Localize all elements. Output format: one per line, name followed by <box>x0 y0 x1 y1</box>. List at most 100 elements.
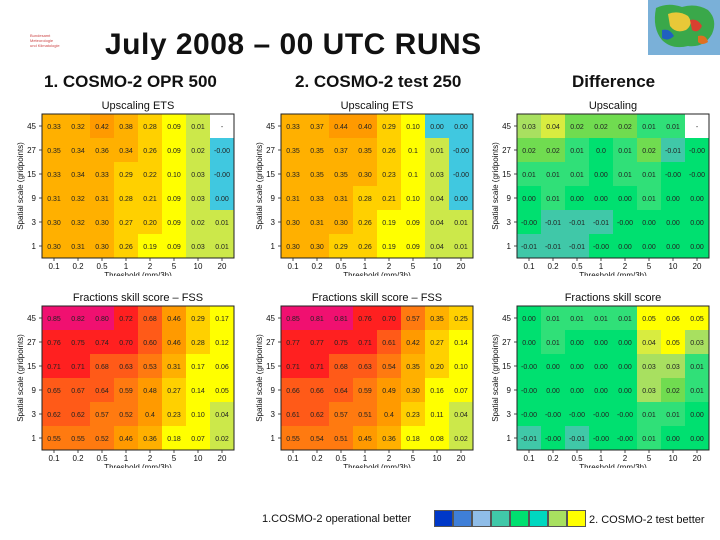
x-tick-label: 0.5 <box>335 454 347 463</box>
heatmap-cell <box>449 114 474 139</box>
x-tick-label: 2 <box>387 262 392 271</box>
cell-value: 0.10 <box>406 124 420 131</box>
heatmap-cell <box>138 114 163 139</box>
heatmap-cell <box>353 234 378 259</box>
x-tick-label: 20 <box>457 454 466 463</box>
cell-value: 0.03 <box>642 364 656 371</box>
heatmap-cell <box>637 306 662 331</box>
cell-value: 0.19 <box>143 244 157 251</box>
heatmap-cell <box>541 378 566 403</box>
cell-value: 0.18 <box>167 436 181 443</box>
cell-value: 0.01 <box>594 316 608 323</box>
x-tick-label: 5 <box>172 454 177 463</box>
cell-value: 0.04 <box>454 412 468 419</box>
cell-value: 0.27 <box>430 340 444 347</box>
legend-swatch <box>434 510 453 527</box>
cell-value: 0.03 <box>191 172 205 179</box>
legend-colorbar <box>434 510 586 527</box>
heatmap-cell <box>401 378 426 403</box>
heatmap-cell <box>685 138 710 163</box>
cell-value: 0.00 <box>594 172 608 179</box>
heatmap-cell <box>425 354 450 379</box>
heatmap-cell <box>401 114 426 139</box>
heatmap-cell <box>281 402 306 427</box>
cell-value: 0.02 <box>546 148 560 155</box>
chart-title: Upscaling ETS <box>102 100 175 112</box>
cell-value: 0.00 <box>522 196 536 203</box>
cell-value: 0.03 <box>690 340 704 347</box>
heatmap-cell <box>565 186 590 211</box>
heatmap-cell <box>281 186 306 211</box>
heatmap-cell <box>517 354 542 379</box>
y-tick-label: 45 <box>266 122 275 131</box>
cell-value: -0.01 <box>521 436 537 443</box>
y-tick-label: 27 <box>502 146 511 155</box>
cell-value: 0.30 <box>286 220 300 227</box>
cell-value: 0.01 <box>618 148 632 155</box>
cell-value: 0.06 <box>215 364 229 371</box>
x-axis-label: Threshold (mm/3h) <box>104 271 172 276</box>
heatmap-cell <box>589 210 614 235</box>
cell-value: - <box>696 124 699 131</box>
cell-value: 0.00 <box>215 196 229 203</box>
heatmap-cell <box>377 186 402 211</box>
cell-value: 0.09 <box>167 220 181 227</box>
heatmap-cell <box>565 354 590 379</box>
y-tick-label: 45 <box>27 122 36 131</box>
heatmap-cell <box>401 330 426 355</box>
cell-value: 0.32 <box>71 196 85 203</box>
cell-value: 0.35 <box>358 148 372 155</box>
x-tick-label: 10 <box>669 262 678 271</box>
heatmap-cell <box>305 402 330 427</box>
cell-value: 0.10 <box>167 172 181 179</box>
heatmap-cell <box>329 402 354 427</box>
heatmap-cell <box>637 138 662 163</box>
heatmap-cell <box>377 378 402 403</box>
cell-value: 0.01 <box>546 196 560 203</box>
cell-value: 0.05 <box>690 316 704 323</box>
heatmap-cell <box>329 426 354 451</box>
heatmap-cell <box>162 402 187 427</box>
cell-value: 0.81 <box>310 316 324 323</box>
heatmap-cell <box>661 162 686 187</box>
cell-value: 0.26 <box>119 244 133 251</box>
x-tick-label: 20 <box>218 454 227 463</box>
heatmap-cell <box>329 354 354 379</box>
heatmap-cell <box>425 426 450 451</box>
heatmap-cell <box>613 210 638 235</box>
cell-value: 0.04 <box>430 196 444 203</box>
heatmap-cell <box>613 402 638 427</box>
heatmap-cell <box>281 234 306 259</box>
logo-line: Meteorologie <box>30 38 54 43</box>
heatmap-cell <box>281 210 306 235</box>
cell-value: 0.77 <box>310 340 324 347</box>
x-tick-label: 0.2 <box>311 262 323 271</box>
cell-value: 0.02 <box>191 220 205 227</box>
heatmap-cell <box>541 354 566 379</box>
heatmap-cell <box>138 426 163 451</box>
cell-value: 0.28 <box>191 340 205 347</box>
cell-value: 0.33 <box>95 172 109 179</box>
logo-line: und Klimatologie <box>30 43 60 48</box>
heatmap-cell <box>66 162 91 187</box>
heatmap-cell <box>305 330 330 355</box>
cell-value: 0.32 <box>71 220 85 227</box>
heatmap-cell <box>186 186 211 211</box>
cell-value: 0.11 <box>430 412 443 419</box>
cell-value: 0.35 <box>310 148 324 155</box>
cell-value: 0.75 <box>71 340 85 347</box>
heatmap-cell <box>162 234 187 259</box>
cell-value: 0.01 <box>618 172 632 179</box>
cell-value: 0.03 <box>191 244 205 251</box>
cell-value: 0.51 <box>334 436 348 443</box>
heatmap-cell <box>186 138 211 163</box>
cell-value: 0.20 <box>430 364 444 371</box>
cell-value: 0.04 <box>642 340 656 347</box>
heatmap-cell <box>613 354 638 379</box>
cell-value: 0.02 <box>594 124 608 131</box>
heatmap-cell <box>114 354 139 379</box>
heatmap-cell <box>589 114 614 139</box>
cell-value: 0.76 <box>47 340 61 347</box>
cell-value: -0.00 <box>617 412 633 419</box>
x-tick-label: 0.1 <box>523 454 535 463</box>
